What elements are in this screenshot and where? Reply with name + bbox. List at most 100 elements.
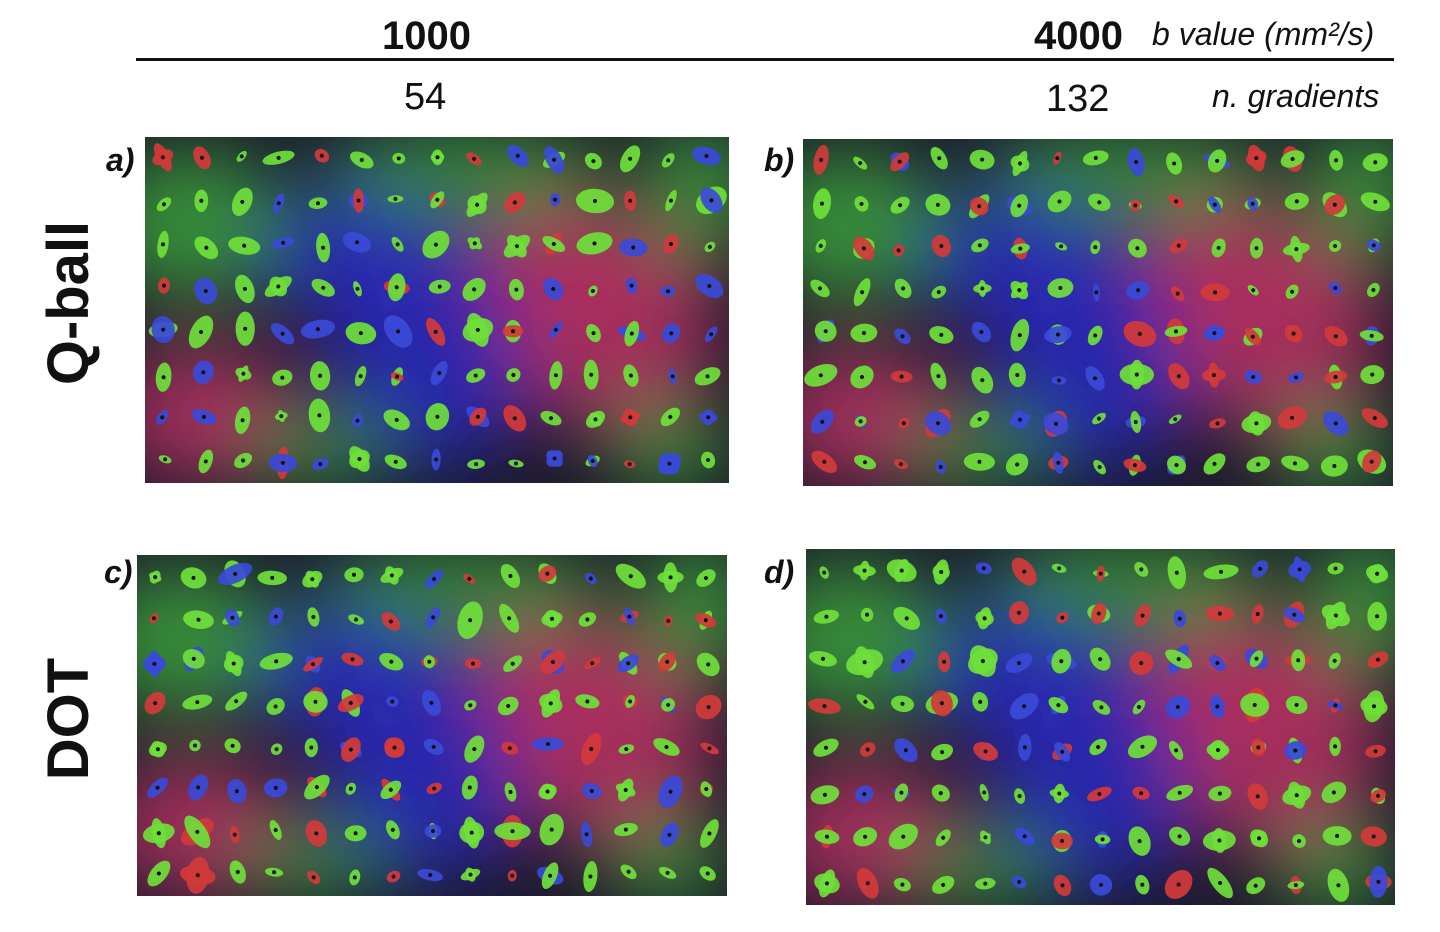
glyph [701,451,716,469]
glyph [531,737,565,751]
glyph [853,454,877,470]
glyph [1281,455,1309,472]
glyph [1203,564,1239,580]
glyph [386,870,401,883]
glyph [658,452,681,475]
glyph [466,368,486,383]
glyph [1360,365,1385,385]
glyph [1287,876,1305,895]
glyph [236,150,247,162]
glyph [930,362,947,390]
glyph [1250,738,1267,757]
glyph [300,319,336,339]
glyph [257,570,287,586]
glyph [188,315,214,349]
glyph [971,321,992,343]
glyph [539,689,563,718]
glyph [1244,197,1261,211]
glyph [935,829,951,847]
glyph [1359,326,1384,346]
glyph [893,783,910,802]
glyph [700,742,719,755]
glyph [344,567,364,583]
glyph [578,612,597,627]
glyph [583,860,598,893]
glyph [391,236,404,252]
glyph [1166,784,1194,801]
glyph [1322,826,1352,846]
glyph [264,276,292,297]
glyph [229,860,246,884]
glyph [1132,786,1150,800]
glyph [1092,283,1100,302]
glyph [430,361,448,386]
glyph [1280,146,1305,172]
glyph [856,867,879,899]
glyph [194,277,218,305]
glyph [1285,649,1311,672]
glyph [156,197,172,212]
glyph [1283,601,1305,628]
glyph [1168,414,1182,424]
glyph [660,407,681,427]
glyph [1241,411,1272,436]
glyph [1288,556,1311,583]
glyph [180,856,216,894]
glyph [969,410,990,428]
glyph [699,409,718,426]
glyph [1167,455,1186,475]
glyph [581,821,593,848]
glyph [973,280,992,297]
glyph [311,458,329,471]
glyph [1327,562,1344,575]
row-label-dot: DOT [36,657,101,781]
glyph [704,326,718,343]
glyph [937,651,951,673]
glyph [234,406,251,435]
glyph [585,454,600,468]
glyph [549,321,563,338]
glyph [421,689,441,716]
glyph [308,197,328,209]
glyph [158,277,170,294]
glyph [1367,651,1389,668]
glyph [660,285,676,297]
glyph [387,195,404,203]
glyph [1010,281,1029,300]
glyph [975,562,992,575]
glyph [615,778,636,802]
glyph [271,237,295,249]
glyph [1250,829,1269,848]
panel-d-dot-4000 [806,549,1395,905]
glyph [973,742,998,761]
panel-a-qball-1000 [145,137,729,483]
glyph [494,815,531,848]
glyph [1365,865,1392,898]
glyph [1284,192,1309,210]
glyph [385,820,400,840]
glyph [1328,281,1342,295]
glyph [1366,564,1389,584]
glyph [1277,406,1307,430]
glyph [1252,560,1269,578]
glyph [466,152,482,166]
glyph [1009,410,1031,429]
glyph [931,784,950,802]
glyph [1129,651,1154,676]
glyph [1173,609,1187,628]
glyph [931,285,947,299]
glyph [192,360,214,385]
panel-letter-d: d) [764,554,795,590]
glyph [1324,364,1348,390]
glyph [270,323,295,345]
glyph [309,361,331,391]
glyph [546,450,563,467]
glyph [155,362,172,392]
glyph [894,738,918,763]
glyph [1324,326,1348,347]
glyph [890,649,916,673]
glyph [1203,324,1226,342]
glyph [810,409,834,434]
glyph [1365,744,1386,758]
glyph [668,368,677,385]
